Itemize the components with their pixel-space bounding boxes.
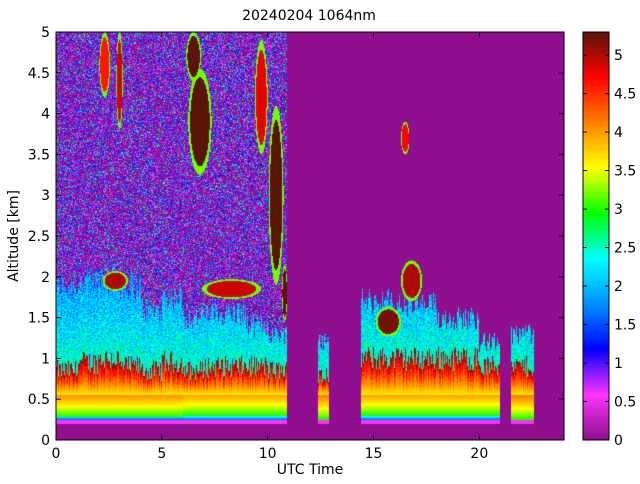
y-tick-label: 1.5 (28, 311, 50, 327)
x-tick-label: 5 (157, 446, 166, 462)
colorbar: 0 0.5 1 1.5 2 2.5 3 3.5 4 4.5 5 (582, 31, 636, 449)
x-tick-label: 0 (52, 446, 61, 462)
y-tick-label: 2 (41, 270, 50, 286)
y-axis: 0 0.5 1 1.5 2 2.5 3 3.5 4 4.5 5 (28, 25, 564, 449)
colorbar-tick-label: 4.5 (614, 87, 636, 103)
x-tick-label: 10 (259, 446, 277, 462)
y-tick-label: 2.5 (28, 229, 50, 245)
y-tick-label: 4.5 (28, 66, 50, 82)
colorbar-ticks: 0 0.5 1 1.5 2 2.5 3 3.5 4 4.5 5 (583, 48, 636, 449)
colorbar-tick-label: 3 (614, 202, 623, 218)
colorbar-tick-label: 0 (614, 433, 623, 449)
x-tick-label: 15 (365, 446, 383, 462)
y-axis-label: Altitude [km] (6, 190, 22, 282)
plot-area (55, 31, 565, 441)
x-axis: 0 5 10 15 20 (52, 32, 488, 462)
y-tick-label: 3.5 (28, 147, 50, 163)
y-tick-label: 4 (41, 107, 50, 123)
y-tick-label: 0.5 (28, 392, 50, 408)
colorbar-scale (582, 31, 610, 441)
colorbar-tick-label: 2 (614, 279, 623, 295)
colorbar-tick-label: 4 (614, 125, 623, 141)
colorbar-tick-label: 2.5 (614, 241, 636, 257)
colorbar-tick-label: 3.5 (614, 164, 636, 180)
heatmap-image (56, 32, 564, 440)
colorbar-tick-label: 5 (614, 48, 623, 64)
y-tick-label: 5 (41, 25, 50, 41)
colorbar-tick-label: 0.5 (614, 395, 636, 411)
colorbar-tick-label: 1 (614, 356, 623, 372)
y-tick-label: 0 (41, 433, 50, 449)
colorbar-tick-label: 1.5 (614, 318, 636, 334)
y-tick-label: 3 (41, 188, 50, 204)
x-tick-label: 20 (470, 446, 488, 462)
chart-title: 20240204 1064nm (242, 8, 376, 24)
x-axis-label: UTC Time (277, 462, 343, 478)
y-tick-label: 1 (41, 351, 50, 367)
